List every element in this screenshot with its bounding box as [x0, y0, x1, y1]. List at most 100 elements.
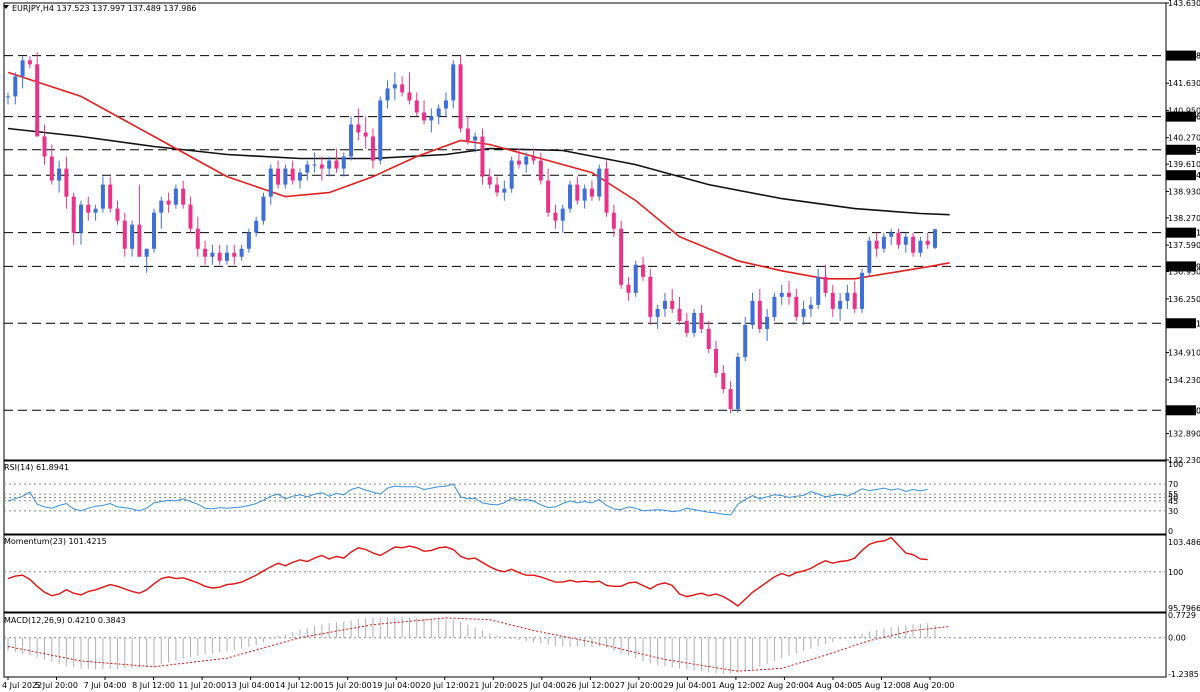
- candle-body: [487, 176, 492, 185]
- candle-body: [495, 184, 500, 193]
- candle-body: [27, 60, 32, 65]
- candle-body: [458, 64, 463, 129]
- candle-body: [239, 248, 244, 257]
- rsi-tick-label: 100: [1168, 460, 1183, 469]
- candle-body: [714, 348, 719, 374]
- candle-body: [312, 164, 317, 166]
- level-label: 137.059: [1168, 262, 1200, 271]
- candle-body: [203, 248, 208, 257]
- candle-body: [757, 300, 762, 329]
- price-tick-label: 137.590: [1168, 241, 1200, 250]
- price-tick-label: 141.630: [1168, 79, 1200, 88]
- candle-body: [451, 64, 456, 101]
- time-tick-label: 7 Jul 04:00: [84, 681, 127, 690]
- candle-body: [480, 136, 485, 177]
- symbol-header: EURJPY,H4 137.523 137.997 137.489 137.98…: [12, 4, 197, 13]
- price-tick-label: 134.910: [1168, 349, 1200, 358]
- candle-body: [867, 240, 872, 273]
- candle-body: [553, 212, 558, 221]
- candle-body: [188, 204, 193, 229]
- candle-body: [378, 100, 383, 161]
- candle-body: [217, 252, 222, 261]
- time-tick-label: 20 Jul 12:00: [421, 681, 469, 690]
- time-tick-label: 29 Jul 04:00: [663, 681, 711, 690]
- price-tick-label: 136.930: [1168, 268, 1200, 277]
- level-label: 139.969: [1168, 146, 1200, 155]
- momentum-tick-label: 100: [1168, 568, 1183, 577]
- candle-body: [181, 188, 186, 205]
- candle-body: [823, 276, 828, 293]
- candle-body: [852, 292, 857, 309]
- candle-body: [35, 64, 40, 137]
- candle-body: [246, 232, 251, 249]
- candle-body: [429, 116, 434, 121]
- candle-body: [932, 229, 938, 248]
- rsi-header: RSI(14) 61.8941: [4, 463, 69, 472]
- candle-body: [918, 240, 923, 253]
- macd-tick-label: 0.00: [1168, 634, 1186, 643]
- price-tick-label: 134.230: [1168, 376, 1200, 385]
- candle-body: [115, 208, 120, 221]
- candle-body: [400, 84, 405, 93]
- collapse-arrow-icon[interactable]: [3, 5, 9, 9]
- time-tick-label: 15 Jul 20:00: [324, 681, 372, 690]
- candle-body: [779, 292, 784, 297]
- level-badge: [1166, 50, 1196, 61]
- candle-body: [261, 196, 266, 221]
- candle-body: [166, 200, 171, 205]
- level-label: 137.901: [1168, 229, 1200, 238]
- price-tick-label: 139.610: [1168, 160, 1200, 169]
- candle-body: [794, 296, 799, 317]
- candle-body: [363, 132, 368, 137]
- candle-body: [546, 180, 551, 213]
- candle-body: [268, 168, 273, 197]
- candle-body: [670, 300, 675, 309]
- candle-body: [721, 373, 726, 390]
- price-tick-label: 132.890: [1168, 430, 1200, 439]
- macd-panel: 0.7729 0.00 -1.2385: [3, 611, 1199, 679]
- panel-frame: [3, 612, 1167, 678]
- candle-body: [334, 160, 339, 169]
- candle-body: [465, 128, 470, 141]
- candle-body: [42, 136, 47, 157]
- candle-body: [407, 92, 412, 101]
- momentum-tick-label: 103.4869: [1168, 538, 1200, 547]
- candle-body: [911, 236, 916, 253]
- candle-body: [582, 188, 587, 201]
- time-tick-label: 26 Jul 12:00: [566, 681, 614, 690]
- candle-body: [422, 112, 427, 121]
- price-tick-label: 138.270: [1168, 214, 1200, 223]
- candle-body: [648, 276, 653, 317]
- level-label: 139.334: [1168, 171, 1200, 180]
- candle-body: [641, 264, 646, 277]
- candle-body: [597, 168, 602, 197]
- candle-body: [108, 184, 113, 209]
- candle-body: [20, 60, 25, 77]
- level-badge: [1166, 318, 1196, 329]
- price-tick-label: 143.630: [1168, 0, 1200, 8]
- candle-body: [896, 232, 901, 245]
- candle-body: [443, 100, 448, 109]
- candle-body: [57, 168, 62, 181]
- candle-body: [808, 304, 813, 309]
- time-tick-label: 1 Aug 12:00: [711, 681, 760, 690]
- panel-frame: [3, 2, 1167, 461]
- candle-body: [816, 276, 821, 305]
- candle-body: [5, 96, 11, 98]
- candle-body: [327, 160, 332, 169]
- candle-body: [473, 136, 478, 141]
- level-badge: [1166, 261, 1196, 272]
- candle-body: [305, 164, 310, 173]
- candle-body: [276, 168, 281, 185]
- candle-body: [349, 124, 354, 157]
- time-tick-label: 8 Aug 20:00: [906, 681, 955, 690]
- candle-body: [765, 316, 770, 329]
- candle-body: [568, 184, 573, 209]
- time-tick-label: 21 Jul 20:00: [469, 681, 517, 690]
- candle-body: [830, 292, 835, 309]
- candle-body: [370, 136, 375, 161]
- level-badge: [1166, 170, 1196, 181]
